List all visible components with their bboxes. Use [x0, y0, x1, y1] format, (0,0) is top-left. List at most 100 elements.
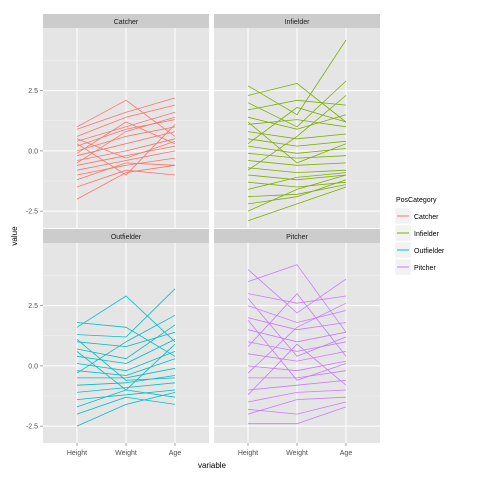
series-line-infielder [247, 172, 347, 190]
legend-label: Infielder [414, 231, 440, 238]
series-line-infielder [247, 39, 347, 116]
facet-strip [43, 14, 209, 28]
series-line-catcher [76, 97, 176, 130]
series-line-catcher [76, 169, 176, 188]
series-line-outfielder [76, 288, 176, 338]
series-line-outfielder [76, 382, 176, 393]
series-line-outfielder [76, 343, 176, 391]
series-line-pitcher [247, 396, 347, 415]
facet-strip-label: Infielder [285, 19, 311, 26]
legend-entry-pitcher: Pitcher [394, 258, 436, 276]
series-line-infielder [247, 95, 347, 171]
series-line-catcher [76, 126, 176, 152]
series-line-pitcher [247, 305, 347, 323]
x-tick-label: Weight [286, 450, 308, 457]
x-axis: Height Weight Age Height Weight Age [67, 443, 352, 457]
series-line-catcher [76, 164, 176, 200]
series-line-pitcher [247, 389, 347, 403]
series-line-outfielder [76, 358, 176, 376]
series-line-catcher [76, 157, 176, 176]
x-tick-label: Age [169, 450, 182, 457]
y-tick-label: -2.5 [26, 424, 38, 431]
y-tick-label: 2.5 [28, 303, 38, 310]
series-line-outfielder [76, 295, 176, 343]
facet-strip-label: Catcher [114, 19, 139, 26]
series-line-infielder [247, 138, 347, 147]
legend-label: Catcher [414, 214, 439, 221]
series-line-pitcher [247, 317, 347, 331]
facet-strip [214, 229, 380, 243]
series-line-infielder [247, 114, 347, 130]
facet-panel-catcher: Catcher [43, 14, 209, 228]
series-line-pitcher [247, 269, 347, 314]
series-line-infielder [247, 186, 347, 222]
series-line-infielder [247, 131, 347, 140]
x-tick-label: Weight [115, 450, 137, 457]
legend-entry-infielder: Infielder [394, 224, 440, 242]
series-line-pitcher [247, 343, 347, 396]
series-line-catcher [76, 150, 176, 171]
y-axis: -2.5 0.0 2.5 -2.5 0.0 2.5 [26, 88, 43, 431]
series-line-catcher [76, 124, 176, 176]
series-line-catcher [76, 116, 176, 164]
series-line-pitcher [247, 351, 347, 362]
y-tick-label: 0.0 [28, 363, 38, 370]
series-line-pitcher [247, 292, 347, 357]
y-tick-label: -2.5 [26, 209, 38, 216]
facet-strip-label: Pitcher [286, 234, 308, 241]
series-line-infielder [247, 181, 347, 188]
series-line-catcher [76, 138, 176, 161]
series-line-outfielder [76, 389, 176, 400]
facet-panel-infielder: Infielder [214, 14, 380, 228]
series-line-pitcher [247, 341, 347, 352]
series-line-outfielder [77, 367, 176, 379]
series-line-infielder [247, 119, 347, 128]
facet-strip-label: Outfielder [111, 234, 142, 241]
facet-panels: Catcher Infielder Outfielder Pitcher [43, 14, 380, 443]
series-line-catcher [76, 119, 176, 147]
series-line-pitcher [247, 264, 347, 333]
series-line-infielder [247, 99, 347, 111]
series-line-infielder [247, 80, 347, 128]
series-line-catcher [76, 121, 176, 154]
series-line-pitcher [247, 319, 347, 381]
legend-title: PosCategory [396, 197, 437, 204]
series-line-pitcher [247, 293, 347, 304]
series-line-catcher [76, 111, 176, 142]
facet-strip [43, 229, 209, 243]
series-line-pitcher [247, 401, 347, 415]
legend: PosCategory Catcher Infielder Outfielder Pi… [394, 197, 445, 276]
series-line-outfielder [76, 324, 176, 360]
series-line-pitcher [247, 298, 347, 357]
series-line-outfielder [76, 392, 176, 427]
series-line-infielder [247, 179, 347, 205]
series-line-outfielder [76, 339, 176, 381]
series-line-catcher [76, 138, 176, 159]
legend-entry-catcher: Catcher [394, 207, 439, 225]
facet-strip [214, 14, 380, 28]
series-line-catcher [76, 162, 176, 181]
legend-label: Outfielder [414, 248, 445, 255]
series-line-infielder [247, 121, 347, 164]
y-tick-label: 2.5 [28, 88, 38, 95]
series-line-outfielder [76, 339, 176, 364]
series-line-outfielder [76, 331, 176, 348]
series-line-catcher [76, 131, 176, 157]
series-line-catcher [76, 145, 176, 166]
series-line-infielder [247, 160, 347, 166]
x-tick-label: Age [340, 450, 353, 457]
series-line-outfielder [76, 396, 176, 415]
series-line-outfielder [76, 322, 176, 357]
series-line-infielder [247, 174, 347, 181]
y-axis-title: value [10, 226, 19, 246]
legend-entry-outfielder: Outfielder [394, 241, 445, 259]
series-line-infielder [247, 152, 347, 159]
series-line-pitcher [247, 379, 347, 391]
series-line-outfielder [76, 375, 176, 386]
series-line-pitcher [247, 360, 347, 372]
facet-panel-pitcher: Pitcher [214, 229, 380, 443]
facet-panel-outfielder: Outfielder [43, 229, 209, 443]
series-line-outfielder [76, 314, 176, 374]
series-line-infielder [247, 174, 347, 212]
